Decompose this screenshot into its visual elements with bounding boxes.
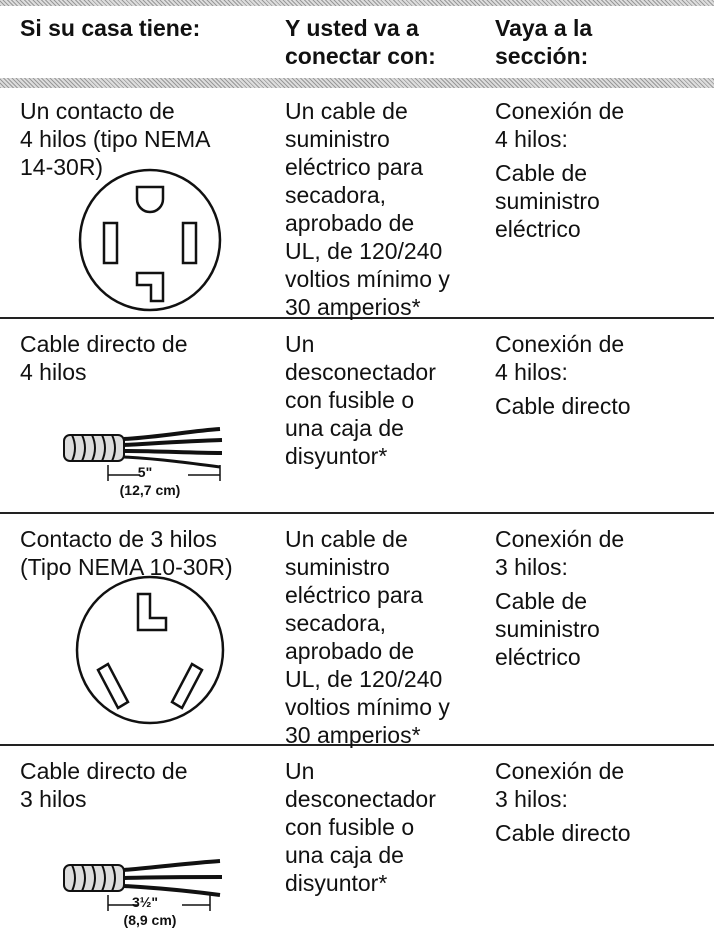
- cell-text: aprobado de: [285, 210, 415, 236]
- cell-text: Cable directo de: [20, 758, 188, 784]
- cell-text: 30 amperios*: [285, 722, 421, 748]
- outlet-3-wire: [75, 575, 225, 725]
- cell-text: eléctrico: [495, 644, 581, 670]
- header-cell: sección:: [495, 43, 589, 69]
- cell-text: eléctrico para: [285, 154, 424, 180]
- outlet-4-wire: [78, 168, 222, 312]
- cell-text: 4 hilos (tipo NEMA: [20, 126, 211, 152]
- cell-text: 14-30R): [20, 154, 104, 180]
- cell-text: suministro: [495, 188, 600, 214]
- dimension-label: 5": [137, 464, 153, 480]
- cell-text: voltios mínimo y: [285, 694, 450, 720]
- cell-text: Conexión de: [495, 758, 625, 784]
- direct-cable: [63, 859, 223, 911]
- cell-text: disyuntor*: [285, 443, 388, 469]
- cell-text: secadora,: [285, 182, 387, 208]
- cell-text: voltios mínimo y: [285, 266, 450, 292]
- direct-cable: [63, 427, 223, 481]
- cell-text: desconectador: [285, 359, 436, 385]
- header-bar: [0, 0, 714, 6]
- cell-text: Cable de: [495, 160, 588, 186]
- cell-text: Contacto de 3 hilos: [20, 526, 217, 552]
- cell-text: Conexión de: [495, 98, 625, 124]
- dimension-label: 3½": [131, 894, 159, 910]
- header-bar: [0, 78, 714, 88]
- row-divider: [0, 512, 714, 514]
- header-cell: Vaya a la: [495, 15, 593, 41]
- cell-text: Cable directo de: [20, 331, 188, 357]
- cell-text: Un cable de: [285, 526, 408, 552]
- cell-text: 3 hilos:: [495, 554, 568, 580]
- row-divider: [0, 317, 714, 319]
- cell-text: con fusible o: [285, 387, 415, 413]
- cell-text: suministro: [285, 126, 390, 152]
- cell-text: 4 hilos:: [495, 359, 568, 385]
- cell-text: Cable directo: [495, 393, 631, 419]
- cell-text: aprobado de: [285, 638, 415, 664]
- cell-text: (Tipo NEMA 10-30R): [20, 554, 233, 580]
- cell-text: 3 hilos: [20, 786, 87, 812]
- row-divider: [0, 744, 714, 746]
- cell-text: eléctrico: [495, 216, 581, 242]
- cell-text: 4 hilos:: [495, 126, 568, 152]
- cell-text: UL, de 120/240: [285, 238, 443, 264]
- cell-text: 4 hilos: [20, 359, 87, 385]
- cell-text: Conexión de: [495, 526, 625, 552]
- cell-text: con fusible o: [285, 814, 415, 840]
- cell-text: Conexión de: [495, 331, 625, 357]
- cell-text: una caja de: [285, 842, 404, 868]
- cell-text: disyuntor*: [285, 870, 388, 896]
- cell-text: Un: [285, 331, 315, 357]
- header-cell: conectar con:: [285, 43, 436, 69]
- cell-text: UL, de 120/240: [285, 666, 443, 692]
- cell-text: 30 amperios*: [285, 294, 421, 320]
- header-cell: Y usted va a: [285, 15, 419, 41]
- cell-text: Un contacto de: [20, 98, 175, 124]
- dimension-label: (12,7 cm): [119, 482, 181, 498]
- cell-text: Cable de: [495, 588, 588, 614]
- cell-text: Cable directo: [495, 820, 631, 846]
- cell-text: Un cable de: [285, 98, 408, 124]
- cell-text: una caja de: [285, 415, 404, 441]
- cell-text: desconectador: [285, 786, 436, 812]
- cell-text: eléctrico para: [285, 582, 424, 608]
- dimension-label: (8,9 cm): [123, 912, 177, 928]
- cell-text: suministro: [495, 616, 600, 642]
- header-cell: Si su casa tiene:: [20, 15, 201, 41]
- cell-text: suministro: [285, 554, 390, 580]
- cell-text: 3 hilos:: [495, 786, 568, 812]
- cell-text: Un: [285, 758, 315, 784]
- cell-text: secadora,: [285, 610, 387, 636]
